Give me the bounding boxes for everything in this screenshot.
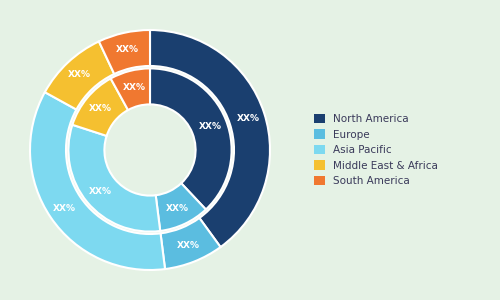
Wedge shape bbox=[72, 79, 128, 136]
Wedge shape bbox=[30, 92, 165, 270]
Text: XX%: XX% bbox=[176, 242, 200, 250]
Wedge shape bbox=[150, 30, 270, 247]
Wedge shape bbox=[68, 125, 160, 232]
Text: XX%: XX% bbox=[68, 70, 91, 79]
Text: XX%: XX% bbox=[236, 114, 260, 123]
Text: XX%: XX% bbox=[116, 45, 139, 54]
Wedge shape bbox=[156, 183, 206, 231]
Text: XX%: XX% bbox=[198, 122, 222, 130]
Wedge shape bbox=[150, 68, 232, 209]
Wedge shape bbox=[99, 30, 150, 74]
Text: XX%: XX% bbox=[88, 187, 112, 196]
Text: XX%: XX% bbox=[122, 83, 146, 92]
Wedge shape bbox=[160, 218, 220, 269]
Text: XX%: XX% bbox=[53, 203, 76, 212]
Wedge shape bbox=[45, 41, 114, 110]
Wedge shape bbox=[110, 68, 150, 110]
Text: XX%: XX% bbox=[88, 104, 112, 113]
Legend: North America, Europe, Asia Pacific, Middle East & Africa, South America: North America, Europe, Asia Pacific, Mid… bbox=[311, 111, 441, 189]
Text: XX%: XX% bbox=[166, 204, 189, 213]
